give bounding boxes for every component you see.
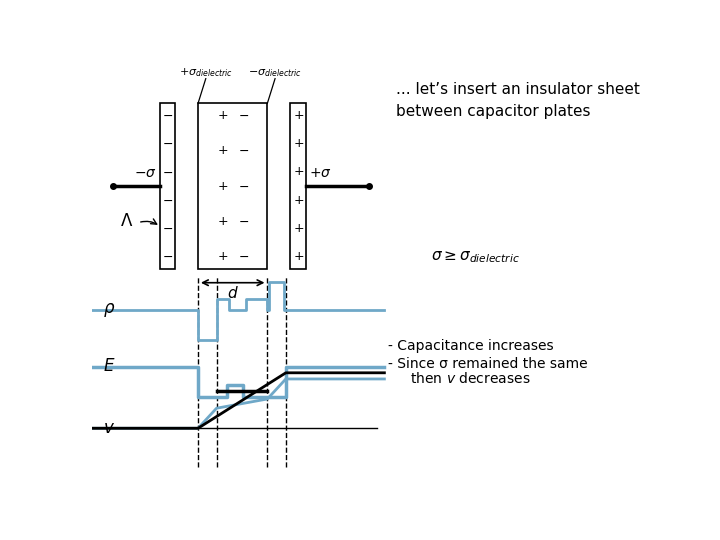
Text: $-$: $-$ <box>162 250 173 263</box>
Text: $+\sigma$: $+\sigma$ <box>309 166 332 180</box>
Bar <box>160 103 175 269</box>
Bar <box>198 103 267 269</box>
Text: $\Lambda$: $\Lambda$ <box>120 213 133 230</box>
Text: $-$: $-$ <box>238 215 248 228</box>
Text: - Capacitance increases: - Capacitance increases <box>388 339 554 353</box>
Text: $+$: $+$ <box>292 137 304 150</box>
Text: $-$: $-$ <box>162 109 173 122</box>
Text: $-$: $-$ <box>162 137 173 150</box>
Text: $-\sigma_{dielectric}$: $-\sigma_{dielectric}$ <box>248 67 302 79</box>
Text: $\sigma \geq \sigma_{dielectric}$: $\sigma \geq \sigma_{dielectric}$ <box>431 249 520 265</box>
Text: $+$: $+$ <box>217 250 228 263</box>
Text: $+$: $+$ <box>292 109 304 122</box>
Text: $+$: $+$ <box>292 194 304 207</box>
Text: $-$: $-$ <box>238 180 248 193</box>
Text: $+$: $+$ <box>292 165 304 179</box>
Text: $+$: $+$ <box>292 222 304 235</box>
Text: $-$: $-$ <box>162 222 173 235</box>
Text: $-$: $-$ <box>238 250 248 263</box>
Text: $\rho$: $\rho$ <box>102 301 115 319</box>
Text: $+$: $+$ <box>217 144 228 157</box>
Text: $+$: $+$ <box>217 215 228 228</box>
Text: $-$: $-$ <box>162 165 173 179</box>
Text: $+$: $+$ <box>217 180 228 193</box>
Text: $-$: $-$ <box>162 194 173 207</box>
Text: - Since σ remained the same: - Since σ remained the same <box>388 356 588 370</box>
Bar <box>290 103 306 269</box>
Text: $v$: $v$ <box>103 420 114 437</box>
Text: $-$: $-$ <box>238 144 248 157</box>
Text: $+\sigma_{dielectric}$: $+\sigma_{dielectric}$ <box>179 66 233 79</box>
Text: $d$: $d$ <box>227 285 238 301</box>
Text: $-\sigma$: $-\sigma$ <box>134 166 156 180</box>
Text: $+$: $+$ <box>292 250 304 263</box>
Text: $E$: $E$ <box>102 358 115 375</box>
Text: then $v$ decreases: then $v$ decreases <box>388 372 531 387</box>
Text: ... let’s insert an insulator sheet
between capacitor plates: ... let’s insert an insulator sheet betw… <box>396 82 640 119</box>
Text: $+$: $+$ <box>217 109 228 122</box>
Text: $-$: $-$ <box>238 109 248 122</box>
